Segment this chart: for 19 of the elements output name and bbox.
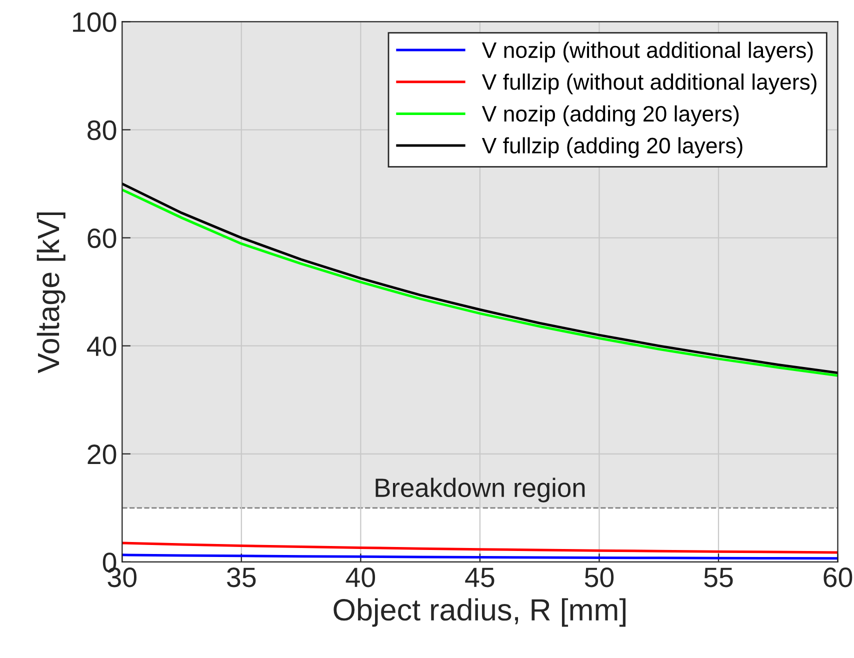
x-axis-title: Object radius, R [mm] — [334, 598, 626, 627]
x-tick-label: 50 — [584, 568, 614, 588]
ref-line-label: Breakdown region — [376, 478, 585, 502]
x-tick-label: 45 — [465, 568, 494, 588]
x-tick-label: 40 — [346, 568, 376, 588]
y-tick-label: 100 — [73, 12, 116, 32]
legend-label: V fullzip (adding 20 layers) — [482, 137, 742, 158]
y-tick-label: 60 — [88, 228, 116, 248]
y-axis-title: Voltage [kV] — [36, 212, 66, 374]
line-series — [122, 542, 838, 554]
y-tick-label: 40 — [87, 336, 116, 356]
x-tick-label: 55 — [704, 568, 733, 588]
legend-label: V fullzip (without additional layers) — [482, 74, 816, 94]
y-tick-label: 20 — [88, 444, 116, 464]
x-tick-label: 35 — [227, 568, 256, 588]
legend-label: V nozip (adding 20 layers) — [482, 105, 739, 126]
y-tick-label: 80 — [88, 120, 116, 140]
legend-label: V nozip (without additional layers) — [482, 42, 813, 62]
x-tick-label: 60 — [824, 568, 852, 588]
